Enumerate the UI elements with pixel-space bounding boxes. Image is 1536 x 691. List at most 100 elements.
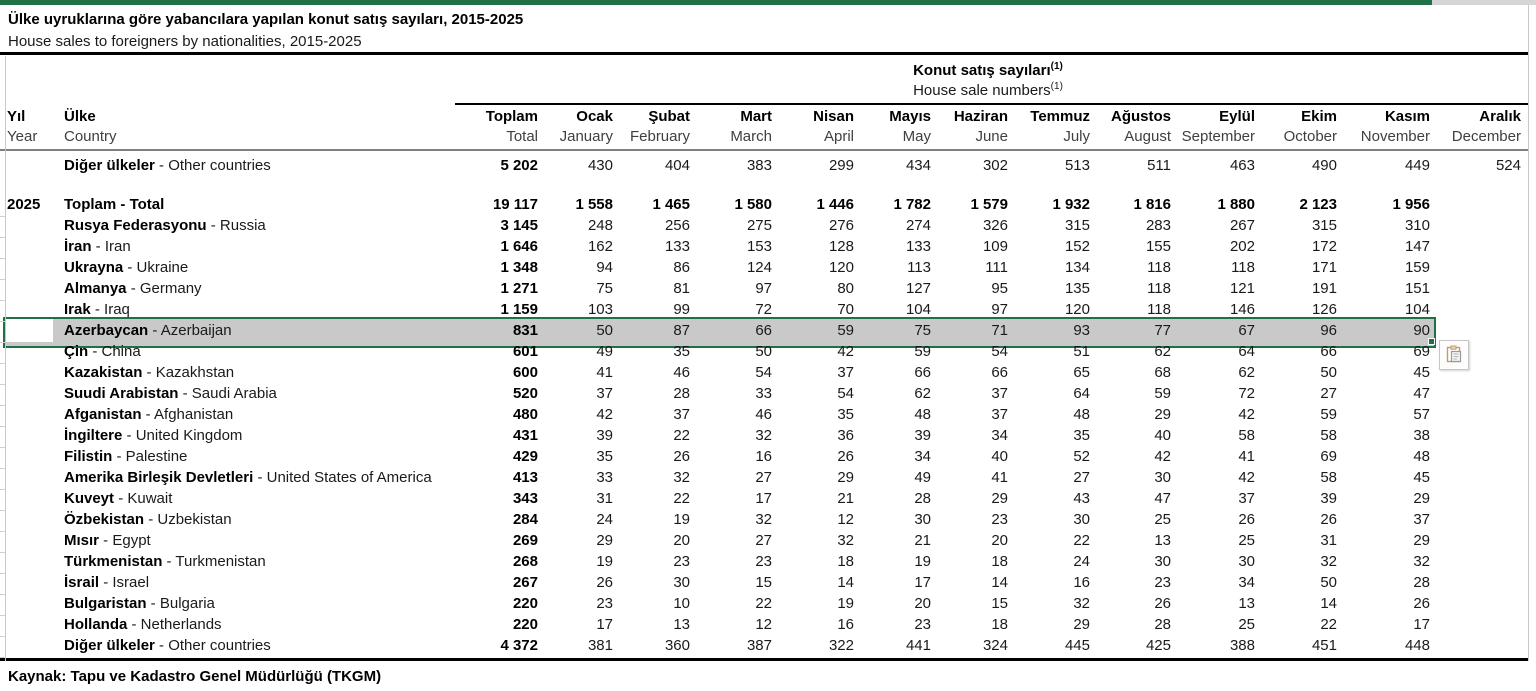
value-cell[interactable]: 18 — [837, 553, 854, 570]
value-cell[interactable]: 47 — [1154, 490, 1171, 507]
value-cell[interactable]: 1 558 — [575, 196, 613, 213]
table-row[interactable]: İran - Iran 1 646 162 133 153 128 133 109 152 15… — [5, 236, 1536, 257]
value-cell[interactable]: 42 — [1238, 469, 1255, 486]
year-cell[interactable] — [5, 383, 53, 404]
value-cell[interactable]: 38 — [1413, 427, 1430, 444]
value-cell[interactable]: 23 — [755, 553, 772, 570]
value-cell[interactable]: 120 — [828, 259, 854, 276]
value-cell[interactable]: 449 — [1404, 157, 1430, 174]
value-cell[interactable]: 34 — [991, 427, 1008, 444]
value-cell[interactable]: 32 — [837, 532, 854, 549]
table-row[interactable]: Ukrayna - Ukraine 1 348 94 86 124 120 113 111 1… — [5, 257, 1536, 278]
value-cell[interactable]: 70 — [837, 301, 854, 318]
value-cell[interactable]: 97 — [755, 280, 772, 297]
value-cell[interactable]: 15 — [991, 595, 1008, 612]
value-cell[interactable]: 128 — [828, 238, 854, 255]
table-row[interactable]: Çin - China 601 49 35 50 42 59 54 51 62 64 66 69 — [5, 341, 1536, 362]
value-cell[interactable] — [1430, 572, 1521, 593]
value-cell[interactable]: 39 — [914, 427, 931, 444]
value-cell[interactable]: 25 — [1238, 616, 1255, 633]
value-cell[interactable]: 94 — [596, 259, 613, 276]
country-cell[interactable]: Kazakistan - Kazakhstan — [53, 362, 455, 383]
value-cell[interactable]: 445 — [1064, 637, 1090, 654]
value-cell[interactable]: 37 — [991, 385, 1008, 402]
value-cell[interactable]: 22 — [673, 427, 690, 444]
value-cell[interactable]: 30 — [673, 574, 690, 591]
value-cell[interactable]: 5 202 — [500, 157, 538, 174]
value-cell[interactable]: 72 — [1238, 385, 1255, 402]
value-cell[interactable]: 191 — [1311, 280, 1337, 297]
value-cell[interactable]: 33 — [596, 469, 613, 486]
value-cell[interactable]: 322 — [828, 637, 854, 654]
value-cell[interactable]: 429 — [512, 448, 538, 465]
year-cell[interactable]: 2025 — [7, 196, 41, 213]
value-cell[interactable]: 10 — [673, 595, 690, 612]
country-cell[interactable]: Azerbaycan - Azerbaijan — [53, 320, 455, 341]
year-cell[interactable] — [5, 320, 53, 341]
value-cell[interactable]: 47 — [1413, 385, 1430, 402]
value-cell[interactable]: 37 — [673, 406, 690, 423]
value-cell[interactable] — [1430, 635, 1521, 656]
table-row[interactable]: Rusya Federasyonu - Russia 3 145 248 256 27… — [5, 215, 1536, 236]
value-cell[interactable]: 26 — [1238, 511, 1255, 528]
value-cell[interactable]: 480 — [512, 406, 538, 423]
value-cell[interactable]: 1 579 — [970, 196, 1008, 213]
value-cell[interactable]: 155 — [1145, 238, 1171, 255]
country-cell[interactable]: Ukrayna - Ukraine — [53, 257, 455, 278]
value-cell[interactable]: 75 — [596, 280, 613, 297]
value-cell[interactable]: 58 — [1320, 427, 1337, 444]
value-cell[interactable]: 59 — [1320, 406, 1337, 423]
country-cell[interactable]: İngiltere - United Kingdom — [53, 425, 455, 446]
value-cell[interactable]: 831 — [512, 322, 538, 339]
value-cell[interactable]: 269 — [512, 532, 538, 549]
country-cell[interactable]: Kuveyt - Kuwait — [53, 488, 455, 509]
value-cell[interactable]: 27 — [755, 532, 772, 549]
value-cell[interactable] — [1430, 383, 1521, 404]
value-cell[interactable] — [1430, 488, 1521, 509]
value-cell[interactable]: 65 — [1073, 364, 1090, 381]
value-cell[interactable]: 97 — [991, 301, 1008, 318]
value-cell[interactable]: 29 — [1073, 616, 1090, 633]
value-cell[interactable]: 490 — [1311, 157, 1337, 174]
value-cell[interactable] — [1430, 257, 1521, 278]
country-cell[interactable]: Rusya Federasyonu - Russia — [53, 215, 455, 236]
value-cell[interactable]: 127 — [905, 280, 931, 297]
value-cell[interactable]: 12 — [755, 616, 772, 633]
value-cell[interactable]: 40 — [1154, 427, 1171, 444]
value-cell[interactable]: 121 — [1229, 280, 1255, 297]
value-cell[interactable]: 54 — [991, 343, 1008, 360]
value-cell[interactable]: 72 — [755, 301, 772, 318]
value-cell[interactable]: 52 — [1073, 448, 1090, 465]
value-cell[interactable]: 23 — [1154, 574, 1171, 591]
year-cell[interactable] — [5, 425, 53, 446]
country-cell[interactable]: Toplam - Total — [53, 194, 455, 215]
value-cell[interactable]: 49 — [914, 469, 931, 486]
value-cell[interactable]: 24 — [596, 511, 613, 528]
value-cell[interactable]: 120 — [1064, 301, 1090, 318]
value-cell[interactable]: 315 — [1311, 217, 1337, 234]
value-cell[interactable]: 69 — [1320, 448, 1337, 465]
value-cell[interactable]: 58 — [1320, 469, 1337, 486]
value-cell[interactable]: 28 — [673, 385, 690, 402]
value-cell[interactable]: 1 646 — [500, 238, 538, 255]
value-cell[interactable]: 113 — [907, 259, 931, 276]
value-cell[interactable]: 220 — [512, 616, 538, 633]
value-cell[interactable]: 50 — [1320, 574, 1337, 591]
value-cell[interactable] — [1430, 509, 1521, 530]
value-cell[interactable]: 32 — [755, 511, 772, 528]
country-cell[interactable]: Suudi Arabistan - Saudi Arabia — [53, 383, 455, 404]
country-cell[interactable]: Hollanda - Netherlands — [53, 614, 455, 635]
value-cell[interactable]: 59 — [837, 322, 854, 339]
value-cell[interactable]: 29 — [1413, 490, 1430, 507]
value-cell[interactable]: 26 — [837, 448, 854, 465]
value-cell[interactable]: 124 — [746, 259, 772, 276]
year-cell[interactable] — [5, 215, 53, 236]
value-cell[interactable]: 81 — [673, 280, 690, 297]
value-cell[interactable]: 42 — [1154, 448, 1171, 465]
table-row[interactable]: Suudi Arabistan - Saudi Arabia 520 37 28 33… — [5, 383, 1536, 404]
value-cell[interactable]: 511 — [1147, 157, 1171, 174]
value-cell[interactable] — [1430, 446, 1521, 467]
value-cell[interactable]: 42 — [837, 343, 854, 360]
table-row[interactable]: İngiltere - United Kingdom 431 39 22 32 36 39… — [5, 425, 1536, 446]
year-cell[interactable] — [5, 299, 53, 320]
